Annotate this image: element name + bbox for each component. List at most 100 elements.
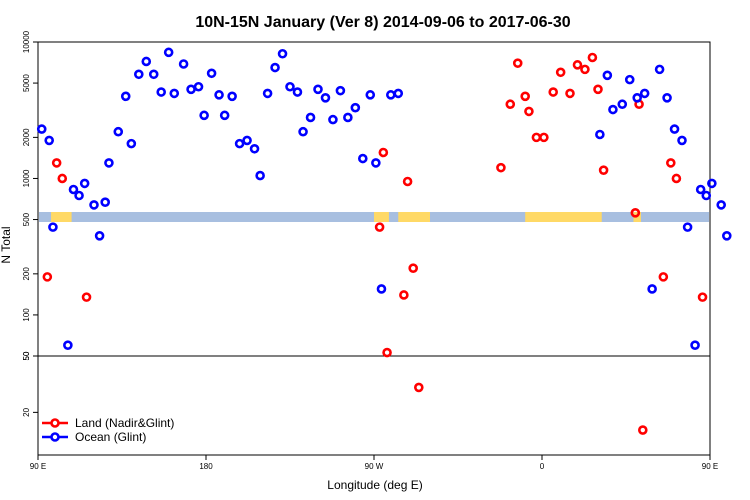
ocean-point — [357, 153, 368, 164]
ocean-point — [249, 143, 260, 154]
land-point — [524, 106, 534, 117]
land-band-segment — [374, 212, 389, 222]
ocean-point — [393, 88, 404, 99]
ocean-point — [141, 56, 152, 67]
land-point — [630, 208, 641, 218]
upper-y-tick-label: 1000 — [22, 169, 31, 187]
land-point — [572, 60, 583, 70]
ocean-point — [79, 178, 90, 189]
ocean-point — [270, 62, 280, 73]
ocean-point — [219, 110, 230, 121]
ocean-point — [227, 91, 237, 102]
y-axis-label: N Total — [0, 226, 13, 263]
land-point — [505, 99, 516, 110]
ocean-point — [100, 197, 110, 207]
ocean-point — [701, 190, 712, 201]
ocean-point — [695, 184, 706, 195]
land-point — [413, 382, 424, 393]
ocean-point — [206, 68, 217, 79]
land-point — [408, 263, 419, 273]
ocean-point — [178, 59, 189, 69]
land-point — [555, 67, 566, 78]
land-point — [598, 165, 609, 175]
ocean-point — [617, 99, 628, 110]
land-point — [382, 347, 392, 358]
land-point — [593, 84, 603, 95]
ocean-point — [234, 138, 245, 149]
land-point — [81, 292, 92, 302]
chart-title: 10N-15N January (Ver 8) 2014-09-06 to 20… — [195, 14, 570, 31]
land-point — [697, 292, 708, 302]
ocean-point — [320, 93, 331, 103]
ocean-point — [242, 135, 252, 146]
land-point — [539, 132, 549, 143]
ocean-point — [608, 104, 618, 115]
data-points — [36, 47, 732, 435]
ocean-point — [682, 222, 693, 232]
x-tick-label: 90 E — [30, 462, 46, 471]
land-point — [658, 272, 669, 282]
ocean-point — [328, 114, 338, 125]
legend-marker-land — [50, 418, 60, 428]
ocean-point — [199, 110, 209, 121]
upper-y-tick-label: 500 — [22, 212, 31, 226]
land-band-segment — [525, 212, 602, 222]
x-axis-label: Longitude (deg E) — [327, 478, 422, 492]
x-tick-label: 90 E — [702, 462, 718, 471]
ocean-point — [63, 340, 73, 350]
legend: Land (Nadir&Glint)Ocean (Glint) — [42, 416, 174, 444]
upper-y-tick-label: 10000 — [22, 30, 31, 53]
ocean-point — [721, 231, 732, 241]
ocean-point — [214, 90, 224, 100]
ocean-point — [44, 135, 55, 146]
land-point — [399, 290, 409, 300]
land-point — [378, 147, 389, 158]
ocean-point — [313, 84, 323, 95]
ocean-point — [639, 88, 650, 99]
ocean-point — [305, 112, 316, 123]
upper-y-tick-label: 2000 — [22, 128, 31, 146]
ocean-point — [371, 158, 381, 168]
legend-label-land: Land (Nadir&Glint) — [75, 416, 174, 430]
ocean-point — [169, 88, 180, 99]
ocean-point — [716, 200, 727, 210]
land-point — [512, 58, 523, 68]
ocean-point — [104, 158, 114, 168]
land-point — [496, 162, 506, 173]
ocean-point — [376, 284, 387, 294]
ocean-point — [595, 129, 605, 140]
upper-y-tick-label: 100 — [22, 308, 31, 322]
ocean-point — [113, 126, 124, 137]
ocean-point — [654, 64, 665, 75]
ocean-point — [134, 69, 144, 80]
axes: 90 E 180 90 W 0 90 E 50 100 200 500 1000 2000 5000 1… — [22, 30, 718, 471]
ocean-point — [292, 87, 303, 97]
lower-y-tick-label: 50 — [22, 351, 31, 360]
land-point — [580, 64, 590, 75]
ocean-point — [624, 74, 635, 85]
ocean-point — [677, 135, 687, 146]
ocean-point — [68, 184, 79, 195]
surface-band — [39, 212, 709, 222]
upper-y-tick-label: 5000 — [22, 74, 31, 92]
ocean-point — [193, 81, 204, 92]
ocean-point — [285, 81, 295, 92]
land-band-segment — [51, 212, 72, 222]
upper-y-tick-label: 200 — [22, 267, 31, 281]
ocean-point — [255, 170, 265, 181]
ocean-point — [365, 90, 376, 100]
ocean-point — [262, 88, 273, 99]
ocean-point — [707, 178, 717, 189]
land-point — [587, 52, 598, 63]
land-point — [665, 158, 676, 168]
ocean-point — [120, 91, 131, 102]
ocean-point — [602, 70, 613, 81]
x-tick-label: 180 — [199, 462, 213, 471]
ocean-point — [335, 85, 346, 96]
upper-y-tick-label: 50 — [22, 351, 31, 360]
ocean-point — [632, 93, 643, 103]
ocean-point — [94, 231, 105, 241]
ocean-point — [126, 138, 137, 149]
